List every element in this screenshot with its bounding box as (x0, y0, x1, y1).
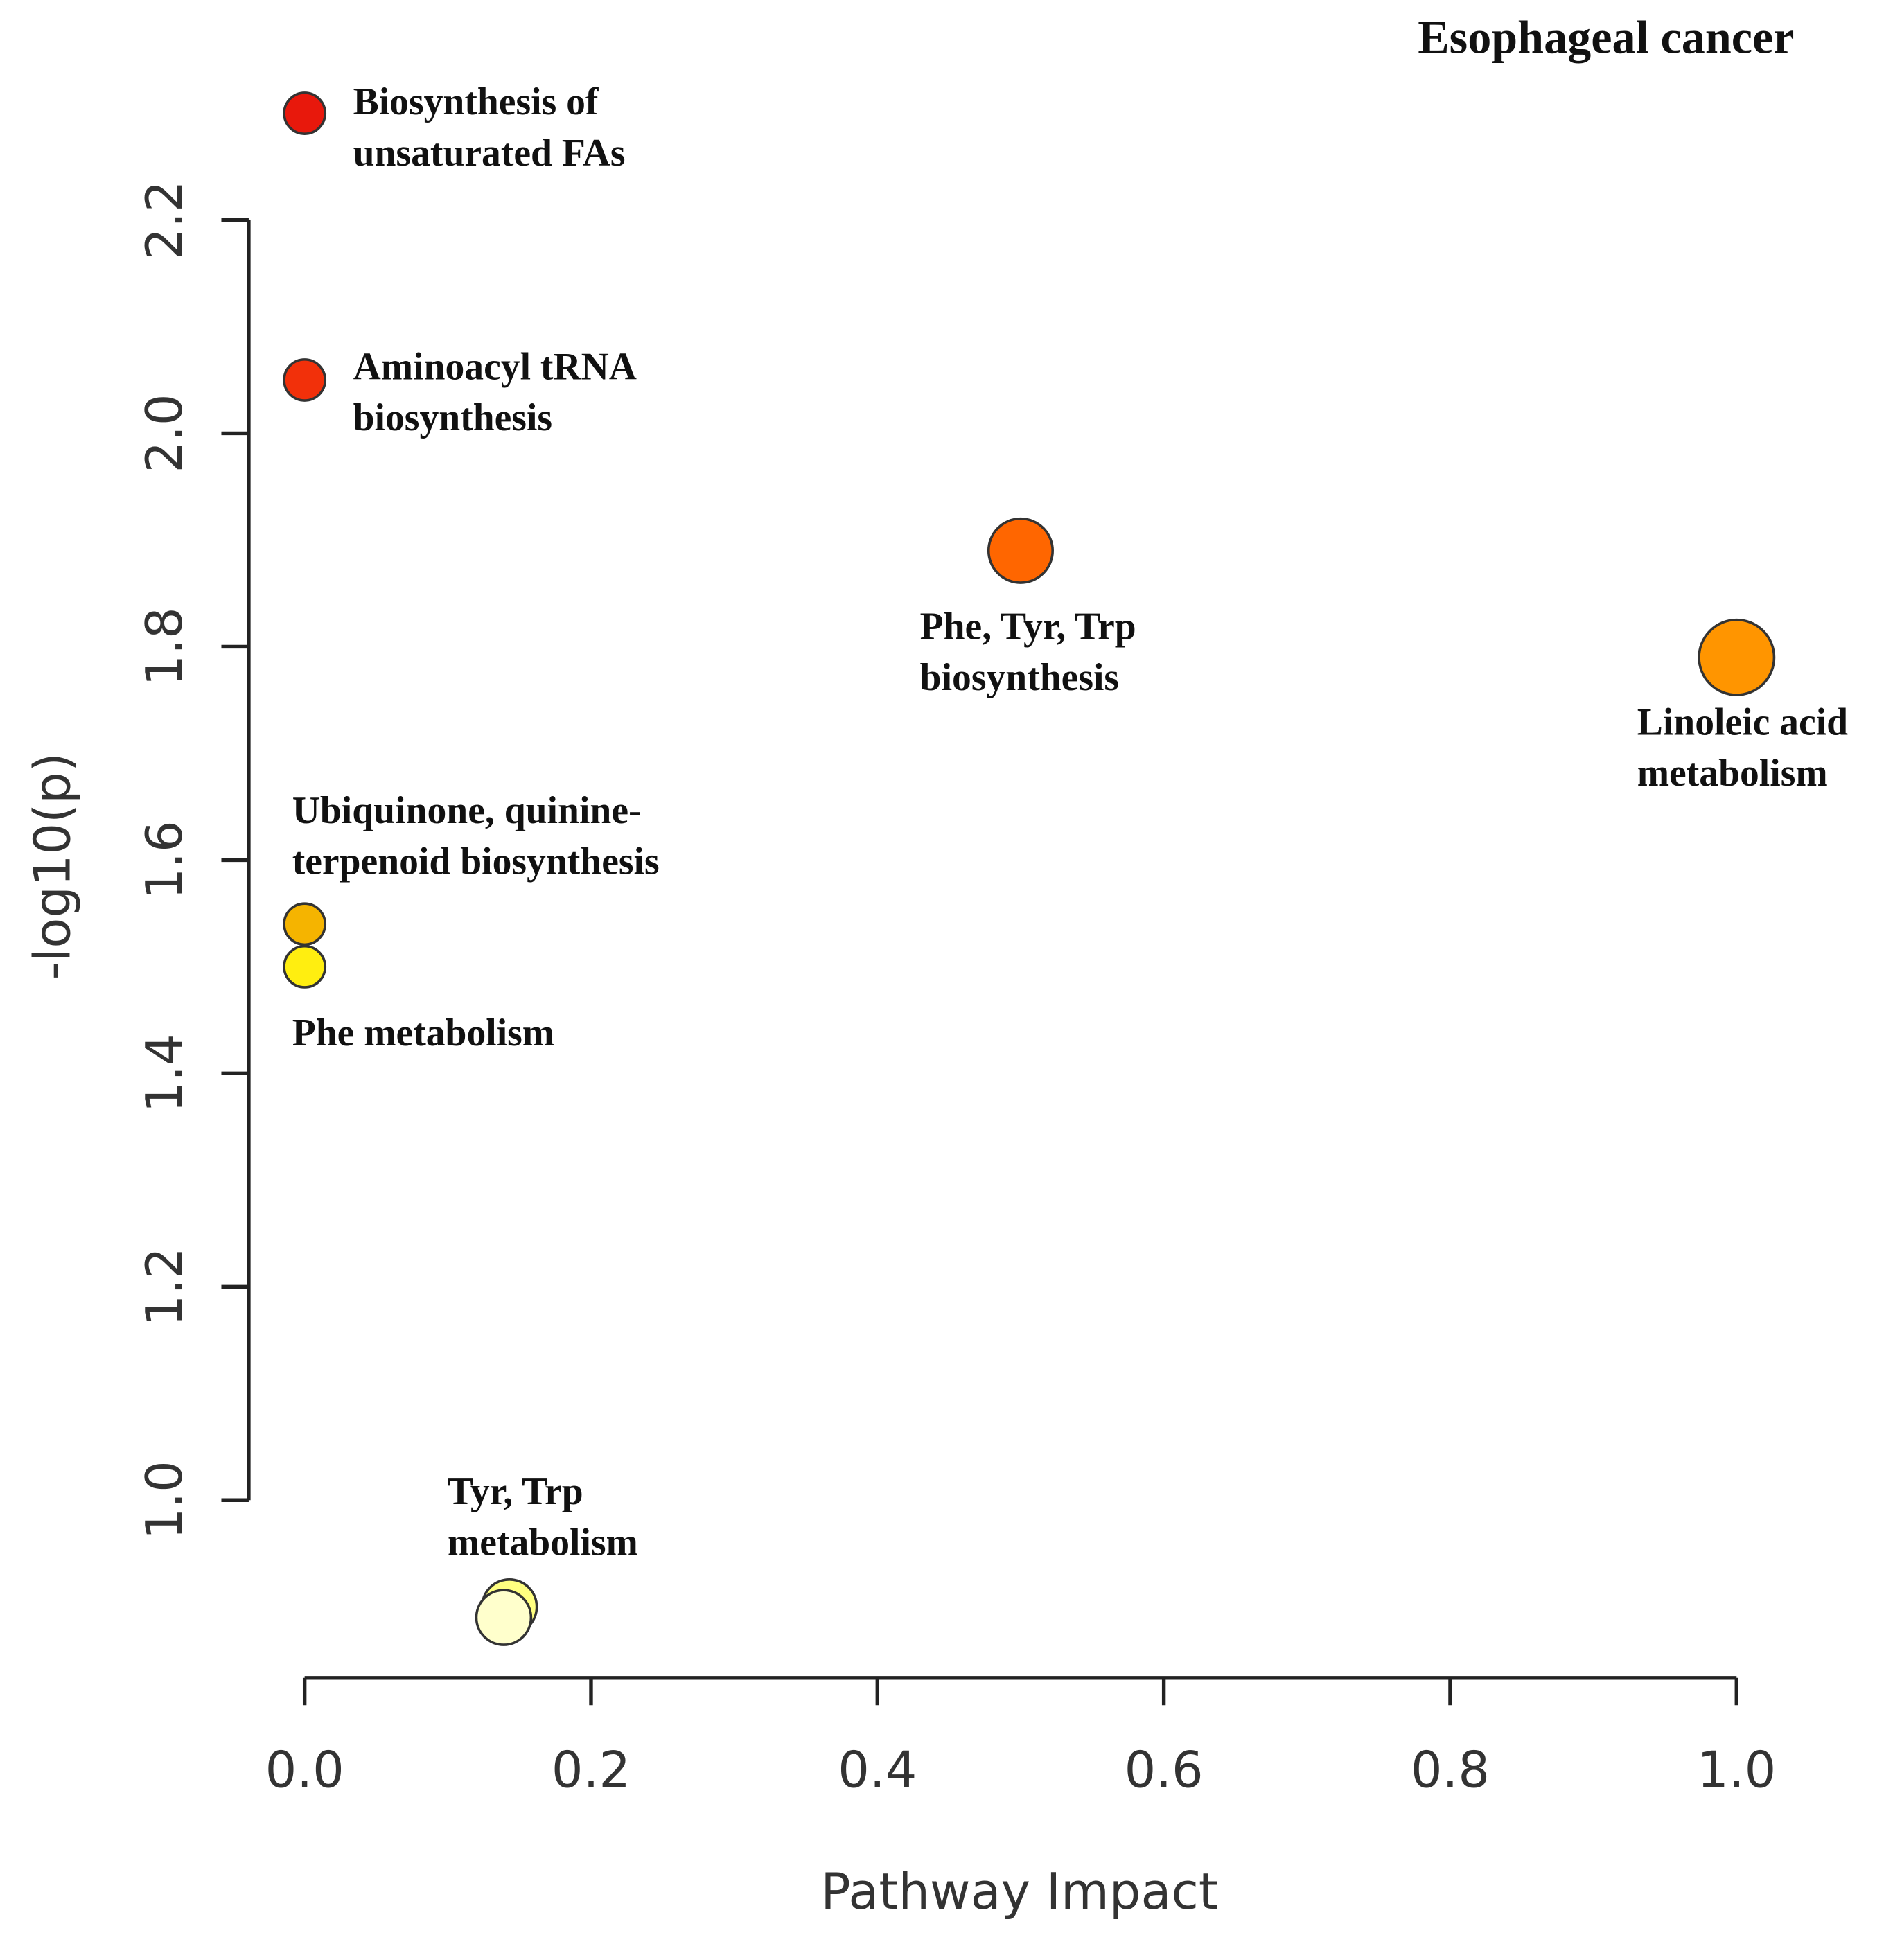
annotation: Linoleic acid (1637, 700, 1848, 743)
x-tick-label: 0.2 (552, 1740, 631, 1799)
point (283, 944, 327, 989)
annotation: biosynthesis (353, 396, 552, 439)
x-tick-label: 0.0 (265, 1740, 344, 1799)
annotation: Phe, Tyr, Trp (920, 605, 1136, 648)
y-tick-label: 2.2 (135, 180, 193, 259)
x-tick-label: 0.8 (1411, 1740, 1490, 1799)
x-tick-label: 1.0 (1697, 1740, 1776, 1799)
y-tick-label: 1.6 (135, 820, 193, 899)
point (987, 517, 1054, 584)
y-tick-label: 1.0 (135, 1460, 193, 1539)
annotation: Aminoacyl tRNA (353, 345, 637, 388)
point (283, 358, 327, 402)
point (475, 1589, 533, 1646)
x-tick-label: 0.6 (1125, 1740, 1204, 1799)
annotation: unsaturated FAs (353, 132, 626, 175)
y-tick-label: 2.0 (135, 394, 193, 473)
y-tick-label: 1.2 (135, 1247, 193, 1326)
x-axis-label: Pathway Impact (820, 1862, 1218, 1921)
annotation: Tyr, Trp (448, 1470, 583, 1513)
y-axis-label: -log10(p) (23, 752, 81, 980)
annotation: biosynthesis (920, 656, 1119, 699)
annotation: Ubiquinone, quinine- (292, 789, 642, 832)
y-tick-label: 1.8 (135, 607, 193, 686)
annotation: terpenoid biosynthesis (292, 840, 660, 883)
x-tick-label: 0.4 (838, 1740, 917, 1799)
annotation: Phe metabolism (292, 1012, 554, 1054)
point (1698, 618, 1776, 696)
chart-title: Esophageal cancer (1418, 11, 1794, 64)
y-tick-label: 1.4 (135, 1034, 193, 1113)
point (283, 91, 327, 135)
annotation: metabolism (448, 1521, 638, 1564)
annotation: Biosynthesis of (353, 80, 599, 123)
annotation: metabolism (1637, 752, 1828, 795)
point (283, 902, 327, 946)
